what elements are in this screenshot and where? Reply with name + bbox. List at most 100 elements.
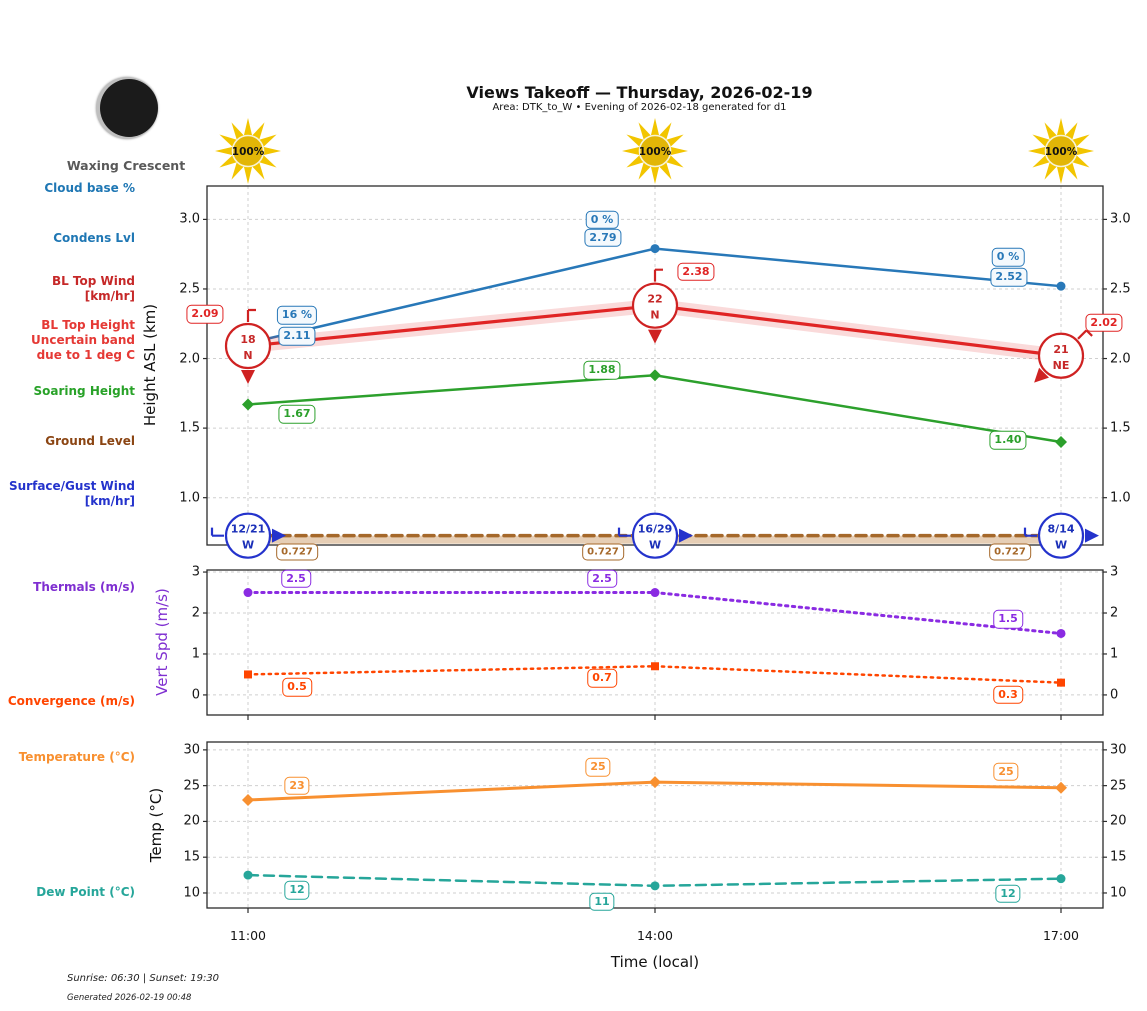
sun-ray <box>252 122 265 140</box>
sun-ray <box>650 166 660 184</box>
sun-ray <box>1032 155 1050 168</box>
thermals-marker <box>650 588 660 598</box>
y-tick-label: 30 <box>1110 742 1127 758</box>
wind-dir-label: N <box>650 309 659 322</box>
sun-ray <box>215 146 233 156</box>
legend-bl-top-height: BL Top Height Uncertain band due to 1 de… <box>31 318 135 362</box>
wind-dir-label: W <box>242 539 254 552</box>
sun-icon: 100% <box>622 118 688 184</box>
y-tick-label: 2.5 <box>179 281 200 297</box>
sun-ray <box>659 162 672 180</box>
sun-percent-label: 100% <box>639 146 672 158</box>
legend-cloud-base: Cloud base % <box>44 181 135 195</box>
sunrise-sunset-text: Sunrise: 06:30 | Sunset: 19:30 <box>67 973 220 984</box>
y-tick-label: 1.5 <box>179 420 200 436</box>
convergence-marker <box>651 662 659 671</box>
wind-circle <box>1037 512 1085 559</box>
sun-ray <box>1044 162 1057 180</box>
y-tick-label: 3 <box>191 564 200 580</box>
temperature-value-label: 23 <box>284 776 310 796</box>
bltop-value-label: 2.02 <box>1085 313 1123 332</box>
soaring-value-label: 1.88 <box>583 360 621 380</box>
y-tick-label: 15 <box>183 849 200 865</box>
y-tick-label: 3.0 <box>1110 211 1131 227</box>
moon-disc <box>99 78 158 137</box>
wind-speed-label: 8/14 <box>1048 523 1075 536</box>
condens-value-label: 2.79 <box>584 228 622 247</box>
sun-ray <box>1076 146 1094 156</box>
soaring-marker <box>242 398 254 411</box>
wind-barb <box>653 268 663 282</box>
y-tick-label: 1.0 <box>179 490 200 506</box>
sun-ray <box>659 122 672 140</box>
y-tick-label: 25 <box>183 778 200 794</box>
wind-speed-label: 18 <box>240 333 255 346</box>
sun-ray <box>1028 146 1046 156</box>
condens-marker <box>650 244 660 254</box>
temperature-value-label: 25 <box>993 762 1019 782</box>
legend-convergence: Convergence (m/s) <box>7 694 135 708</box>
sun-ray <box>666 134 684 147</box>
sun-ray <box>219 134 237 147</box>
moon-icon <box>96 77 158 139</box>
legend-ground-level: Ground Level <box>45 434 135 448</box>
sun-icon: 100% <box>1028 118 1094 184</box>
wind-circle <box>224 512 272 559</box>
temperature-marker <box>1055 781 1067 794</box>
bl-top-wind-badge: 22 N <box>631 268 679 344</box>
sun-percent-label: 100% <box>232 146 265 158</box>
dewpoint-marker <box>650 881 660 891</box>
thermals-value-label: 1.5 <box>993 610 1023 629</box>
wind-dir-label: N <box>243 349 252 362</box>
x-tick-label: 14:00 <box>636 928 674 943</box>
wind-barb <box>1023 527 1037 537</box>
wind-arrow-head <box>648 329 662 344</box>
sun-ray <box>622 146 640 156</box>
sun-ray <box>626 155 644 168</box>
wind-arrow <box>1023 527 1099 543</box>
thermals-marker <box>1056 628 1066 638</box>
ground-value-label: 0.727 <box>989 543 1031 561</box>
sun-disc <box>638 134 672 168</box>
bltop-value-label: 2.38 <box>677 262 715 281</box>
wind-arrow-head <box>241 370 255 385</box>
cloudpct-value-label: 0 % <box>991 247 1025 267</box>
surface-wind-badge: 12/21 W <box>210 512 286 559</box>
wind-arrow <box>241 308 256 385</box>
wind-arrow-head <box>1034 367 1049 383</box>
legend-bl-top-wind: BL Top Wind [km/hr] <box>51 274 135 303</box>
y-axis-label-temp: Temp (°C) <box>147 787 165 863</box>
x-axis-label: Time (local) <box>610 953 700 971</box>
y-tick-label: 0 <box>1110 687 1119 703</box>
surface-wind-badge: 8/14 W <box>1023 512 1099 559</box>
wind-speed-label: 16/29 <box>638 523 673 536</box>
y-tick-label: 30 <box>183 742 200 758</box>
sun-ray <box>1056 166 1066 184</box>
sun-ray <box>670 146 688 156</box>
wind-circle <box>1037 332 1085 379</box>
bl-top-wind-badge: 18 N <box>224 308 272 385</box>
sun-ray <box>1072 155 1090 168</box>
sun-ray <box>1044 122 1057 140</box>
dewpoint-marker <box>243 870 253 880</box>
y-tick-label: 2.0 <box>1110 351 1131 367</box>
y-tick-label: 10 <box>1110 885 1127 901</box>
wind-barb <box>246 308 256 323</box>
wind-barb <box>617 527 631 537</box>
y-tick-label: 20 <box>183 813 200 829</box>
convergence-marker <box>244 670 252 679</box>
wind-barb <box>210 527 224 537</box>
sun-ray <box>243 118 253 136</box>
thermals-marker <box>243 588 253 598</box>
sun-ray <box>231 122 244 140</box>
wind-speed-label: 21 <box>1053 343 1068 356</box>
sun-ray <box>1056 118 1066 136</box>
dewpoint-value-label: 11 <box>589 892 615 912</box>
condens-value-label: 2.52 <box>990 267 1028 287</box>
y-tick-label: 1.5 <box>1110 420 1131 436</box>
x-tick-label: 17:00 <box>1042 928 1080 943</box>
condens-marker <box>1056 281 1066 291</box>
sun-disc <box>231 134 265 168</box>
y-tick-label: 0 <box>191 687 200 703</box>
